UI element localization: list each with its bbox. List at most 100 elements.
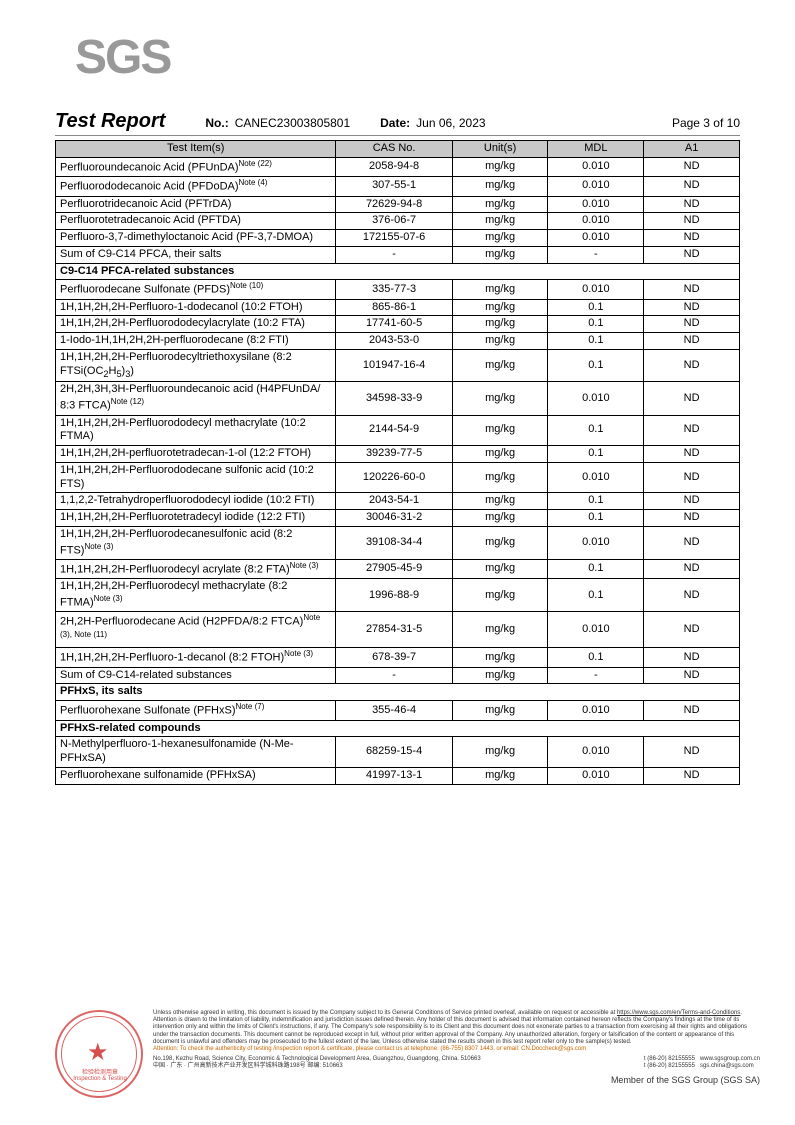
table-cell: 2H,2H-Perfluorodecane Acid (H2PFDA/8:2 F…	[56, 612, 336, 648]
table-cell: 1H,1H,2H,2H-Perfluorodecanesulfonic acid…	[56, 526, 336, 559]
table-cell: ND	[644, 462, 740, 493]
table-cell: ND	[644, 579, 740, 612]
test-results-table: Test Item(s) CAS No. Unit(s) MDL A1 Perf…	[55, 140, 740, 785]
table-cell: mg/kg	[452, 612, 548, 648]
table-cell: 0.010	[548, 767, 644, 784]
table-cell: 1H,1H,2H,2H-Perfluorodecyltriethoxysilan…	[56, 349, 336, 381]
table-cell: ND	[644, 349, 740, 381]
table-cell: 39239-77-5	[336, 446, 452, 463]
table-cell: 68259-15-4	[336, 737, 452, 768]
table-cell: mg/kg	[452, 280, 548, 299]
table-cell: mg/kg	[452, 299, 548, 316]
table-row: Perfluoro-3,7-dimethyloctanoic Acid (PF-…	[56, 230, 740, 247]
stamp-text: 检验检测用章Inspection & Testing	[55, 1067, 145, 1082]
table-row: 1H,1H,2H,2H-Perfluorodecyl methacrylate …	[56, 579, 740, 612]
table-cell: mg/kg	[452, 157, 548, 176]
table-row: 1H,1H,2H,2H-Perfluorodecanesulfonic acid…	[56, 526, 740, 559]
col-header-mdl: MDL	[548, 141, 644, 158]
table-cell: ND	[644, 648, 740, 667]
logo-text: SGS	[75, 31, 170, 84]
col-header-cas: CAS No.	[336, 141, 452, 158]
member-text: Member of the SGS Group (SGS SA)	[153, 1075, 760, 1086]
table-row: 1H,1H,2H,2H-Perfluoro-1-dodecanol (10:2 …	[56, 299, 740, 316]
table-row: 1-Iodo-1H,1H,2H,2H-perfluorodecane (8:2 …	[56, 333, 740, 350]
table-row: Perfluorotridecanoic Acid (PFTrDA)72629-…	[56, 196, 740, 213]
table-cell: 0.010	[548, 526, 644, 559]
table-cell: 17741-60-5	[336, 316, 452, 333]
table-cell: 1H,1H,2H,2H-Perfluorododecane sulfonic a…	[56, 462, 336, 493]
table-cell: 0.010	[548, 177, 644, 196]
table-row: Perfluorotetradecanoic Acid (PFTDA)376-0…	[56, 213, 740, 230]
table-cell: mg/kg	[452, 701, 548, 720]
table-cell: 0.1	[548, 446, 644, 463]
table-cell: mg/kg	[452, 737, 548, 768]
table-cell: 0.010	[548, 737, 644, 768]
attention-text: Attention: To check the authenticity of …	[153, 1046, 586, 1052]
table-cell: ND	[644, 415, 740, 446]
table-cell: -	[336, 246, 452, 263]
table-cell: 30046-31-2	[336, 510, 452, 527]
table-cell: 1H,1H,2H,2H-Perfluorodecyl methacrylate …	[56, 579, 336, 612]
table-cell: 0.1	[548, 579, 644, 612]
table-cell: mg/kg	[452, 767, 548, 784]
table-row: 1H,1H,2H,2H-Perfluorododecyl methacrylat…	[56, 415, 740, 446]
disclaimer-link: https://www.sgs.com/en/Terms-and-Conditi…	[617, 1010, 740, 1016]
report-header: Test Report No.: CANEC23003805801 Date: …	[55, 110, 740, 136]
tel-1: t (86-20) 82155555	[644, 1056, 695, 1062]
table-cell: Sum of C9-C14 PFCA, their salts	[56, 246, 336, 263]
table-cell: 1H,1H,2H,2H-Perfluorotetradecyl iodide (…	[56, 510, 336, 527]
table-cell: Sum of C9-C14-related substances	[56, 667, 336, 684]
table-cell: 0.010	[548, 196, 644, 213]
table-cell: Perfluorotetradecanoic Acid (PFTDA)	[56, 213, 336, 230]
table-row: 1H,1H,2H,2H-Perfluorodecyltriethoxysilan…	[56, 349, 740, 381]
table-cell: 0.1	[548, 510, 644, 527]
table-cell: 1H,1H,2H,2H-perfluorotetradecan-1-ol (12…	[56, 446, 336, 463]
table-cell: mg/kg	[452, 493, 548, 510]
table-cell: 0.1	[548, 493, 644, 510]
table-cell: mg/kg	[452, 462, 548, 493]
web-2: sgs.china@sgs.com	[700, 1063, 754, 1069]
table-row: Perfluorohexane sulfonamide (PFHxSA)4199…	[56, 767, 740, 784]
table-row: Sum of C9-C14 PFCA, their salts-mg/kg-ND	[56, 246, 740, 263]
table-cell: ND	[644, 510, 740, 527]
table-cell: 1,1,2,2-Tetrahydroperfluorododecyl iodid…	[56, 493, 336, 510]
table-cell: mg/kg	[452, 382, 548, 415]
table-cell: 41997-13-1	[336, 767, 452, 784]
tel-2: t (86-20) 82155555	[644, 1063, 695, 1069]
table-cell: mg/kg	[452, 526, 548, 559]
footer-text: Unless otherwise agreed in writing, this…	[153, 1010, 760, 1100]
table-cell: Perfluoro-3,7-dimethyloctanoic Acid (PF-…	[56, 230, 336, 247]
table-cell: 2043-53-0	[336, 333, 452, 350]
table-cell: 1H,1H,2H,2H-Perfluorodecyl acrylate (8:2…	[56, 559, 336, 578]
col-header-item: Test Item(s)	[56, 141, 336, 158]
table-cell: mg/kg	[452, 667, 548, 684]
table-cell: 72629-94-8	[336, 196, 452, 213]
table-row: 1H,1H,2H,2H-Perfluorodecyl acrylate (8:2…	[56, 559, 740, 578]
table-cell: ND	[644, 446, 740, 463]
table-cell: ND	[644, 701, 740, 720]
table-cell: ND	[644, 213, 740, 230]
table-cell: mg/kg	[452, 246, 548, 263]
table-cell: 0.010	[548, 382, 644, 415]
table-cell: Perfluorodecane Sulfonate (PFDS)Note (10…	[56, 280, 336, 299]
table-cell: 2144-54-9	[336, 415, 452, 446]
table-cell: ND	[644, 526, 740, 559]
page-number: Page 3 of 10	[672, 116, 740, 130]
table-cell: ND	[644, 333, 740, 350]
section-header: PFHxS-related compounds	[56, 720, 740, 737]
table-cell: ND	[644, 559, 740, 578]
table-row: Perfluorododecanoic Acid (PFDoDA)Note (4…	[56, 177, 740, 196]
table-row: N-Methylperfluoro-1-hexanesulfonamide (N…	[56, 737, 740, 768]
table-row: Perfluorohexane Sulfonate (PFHxS)Note (7…	[56, 701, 740, 720]
table-row: PFHxS, its salts	[56, 684, 740, 701]
table-cell: ND	[644, 493, 740, 510]
table-cell: 27905-45-9	[336, 559, 452, 578]
table-cell: 355-46-4	[336, 701, 452, 720]
table-cell: -	[336, 667, 452, 684]
table-cell: ND	[644, 667, 740, 684]
table-row: 1H,1H,2H,2H-Perfluorododecane sulfonic a…	[56, 462, 740, 493]
table-cell: mg/kg	[452, 316, 548, 333]
table-cell: ND	[644, 157, 740, 176]
no-value: CANEC23003805801	[235, 116, 350, 130]
table-cell: ND	[644, 612, 740, 648]
